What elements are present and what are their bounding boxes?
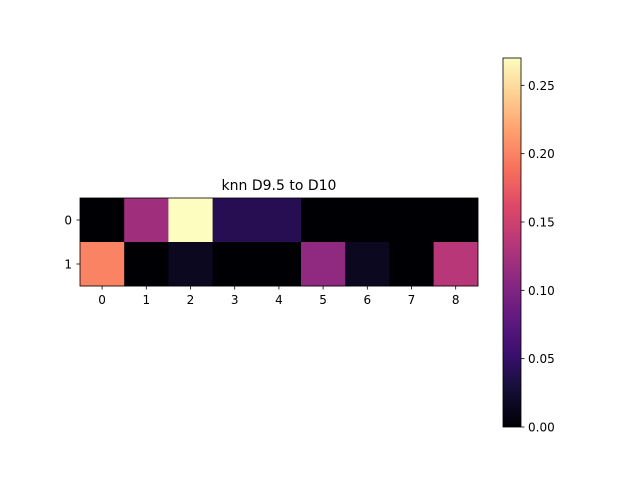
heatmap-cell	[168, 242, 213, 287]
heatmap-cell	[212, 242, 258, 287]
heatmap-cell	[433, 198, 479, 243]
heatmap-cell	[168, 198, 213, 243]
colorbar-tick-label: 0.05	[528, 352, 555, 366]
colorbar-tick-label: 0.25	[528, 79, 555, 93]
x-tick-label: 4	[275, 293, 283, 307]
x-tick-label: 8	[452, 293, 460, 307]
heatmap-cell	[256, 198, 302, 243]
x-tick-label: 0	[98, 293, 106, 307]
heatmap-cell	[389, 242, 434, 287]
heatmap-cell	[80, 198, 125, 243]
y-tick-label: 1	[64, 258, 72, 272]
heatmap-cell	[433, 242, 479, 287]
colorbar-tick-label: 0.15	[528, 216, 555, 230]
colorbar: 0.00 0.05 0.10 0.15 0.20 0.25	[502, 57, 555, 435]
x-tick-label: 3	[231, 293, 239, 307]
heatmap-cell	[80, 242, 125, 287]
colorbar-tick-label: 0.20	[528, 147, 555, 161]
heatmap-cell	[256, 242, 302, 287]
heatmap-cell	[345, 242, 390, 287]
x-tick-label: 6	[363, 293, 371, 307]
heatmap-cell	[389, 198, 434, 243]
x-tick-label: 2	[187, 293, 195, 307]
heatmap-cells	[80, 198, 479, 287]
x-tick-label: 1	[142, 293, 150, 307]
colorbar-gradient	[502, 57, 522, 428]
heatmap-cell	[301, 242, 346, 287]
x-tick-label: 7	[408, 293, 416, 307]
chart-title: knn D9.5 to D10	[222, 178, 337, 194]
heatmap-cell	[212, 198, 258, 243]
heatmap-cell	[301, 198, 346, 243]
heatmap-cell	[345, 198, 390, 243]
colorbar-tick-label: 0.00	[528, 421, 555, 435]
y-tick-label: 0	[64, 214, 72, 228]
x-axis: 0 1 2 3 4 5 6 7 8	[98, 286, 460, 307]
heatmap-cell	[124, 242, 169, 287]
heatmap-cell	[124, 198, 169, 243]
colorbar-tick-label: 0.10	[528, 284, 555, 298]
x-tick-label: 5	[319, 293, 327, 307]
y-axis: 01	[64, 214, 80, 272]
